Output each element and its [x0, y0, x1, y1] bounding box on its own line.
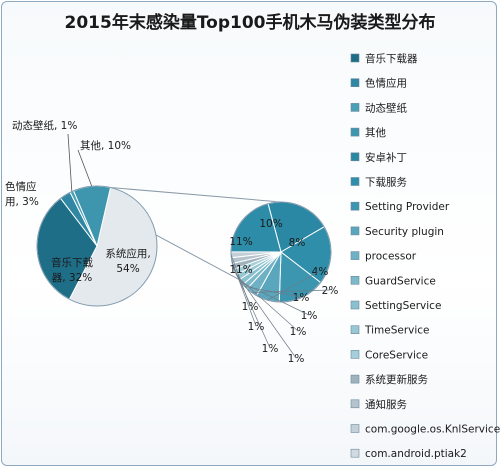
- secondary-label-item-1: 10%: [259, 218, 282, 230]
- secondary-pie-outline: [230, 201, 332, 303]
- main-label-item-4: 其他, 10%: [80, 139, 131, 152]
- legend-swatch-item-14: [350, 399, 360, 409]
- legend-swatch-com-google-os-knlservice: [350, 424, 360, 433]
- legend-swatch-item-2: [350, 103, 360, 112]
- legend-label-security-plugin: Security plugin: [365, 226, 444, 238]
- legend-swatch-guardservice: [350, 275, 360, 285]
- main-label-item-4-line: 其他, 10%: [80, 139, 131, 152]
- secondary-leader-line: [251, 289, 331, 293]
- connector-line-top: [110, 187, 282, 203]
- secondary-leader-line: [267, 270, 321, 301]
- legend-label-setting-provider: Setting Provider: [365, 201, 450, 213]
- main-pie-outline: [36, 185, 158, 307]
- main-leader-line: [67, 133, 73, 192]
- secondary-leader-line: [231, 260, 257, 327]
- secondary-label-security-plugin: 4%: [312, 266, 329, 278]
- legend-swatch-coreservice: [350, 350, 360, 359]
- legend-label-settingservice: SettingService: [365, 300, 441, 312]
- main-pie-labels: 系统应用, 54% 音乐下载器, 32% 色情应用, 3% 动态壁纸, 1%其他, 10…: [5, 119, 151, 284]
- secondary-label-item-10: 1%: [248, 321, 265, 333]
- main-label-item-2: 色情应用, 3%: [5, 180, 39, 208]
- legend-label-item-14: 通知服务: [365, 398, 407, 411]
- main-label-item-0: 系统应用, 54%: [105, 247, 150, 275]
- secondary-label-timeservice: 1%: [290, 326, 307, 338]
- secondary-label-com-android-ptiak2: 11%: [229, 264, 252, 276]
- legend-label-coreservice: CoreService: [365, 349, 428, 361]
- legend-label-item-1: 色情应用: [365, 77, 407, 90]
- legend-label-guardservice: GuardService: [365, 275, 436, 287]
- secondary-label-item-9: 1%: [262, 343, 279, 355]
- secondary-label-item-0: 11%: [229, 236, 252, 248]
- main-label-item-0-line: 54%: [116, 263, 139, 275]
- legend-swatch-settingservice: [350, 300, 360, 310]
- legend-label-item-2: 动态壁纸: [365, 101, 407, 114]
- secondary-pie: [230, 201, 332, 303]
- secondary-leader-line: [240, 281, 310, 316]
- legend-swatch-processor: [350, 251, 360, 260]
- legend-swatch-security-plugin: [350, 226, 360, 236]
- legend-label-item-3: 其他: [365, 126, 386, 139]
- secondary-leader-line: [230, 254, 251, 307]
- secondary-label-guardservice: 1%: [293, 292, 310, 304]
- main-leader-line: [77, 149, 93, 187]
- secondary-label-com-google-os-knlservice: 1%: [242, 301, 259, 313]
- legend-swatch-item-0: [350, 53, 360, 63]
- main-label-item-3: 动态壁纸, 1%: [12, 119, 77, 132]
- legend-label-item-4: 安卓补丁: [365, 151, 407, 164]
- secondary-leader-line: [234, 271, 297, 359]
- secondary-label-coreservice: 1%: [288, 353, 305, 365]
- legend-label-com-android-ptiak2: com.android.ptiak2: [365, 448, 467, 460]
- legend-swatch-com-android-ptiak2: [350, 448, 360, 458]
- secondary-label-setting-provider: 8%: [289, 237, 306, 249]
- legend-label-timeservice: TimeService: [364, 325, 430, 337]
- secondary-label-processor: 2%: [322, 285, 339, 297]
- legend-swatch-item-3: [350, 127, 360, 137]
- main-label-item-1-line: 音乐下载: [51, 256, 93, 269]
- legend-label-item-13: 系统更新服务: [365, 373, 428, 386]
- legend-swatch-item-1: [350, 78, 360, 87]
- main-label-item-3-line: 动态壁纸, 1%: [12, 119, 77, 132]
- main-label-item-0-line: 系统应用,: [105, 247, 150, 260]
- secondary-leader-line: [237, 276, 299, 332]
- legend-swatch-item-5: [350, 177, 360, 186]
- legend-swatch-item-13: [350, 374, 360, 384]
- main-label-item-2-line: 用, 3%: [5, 196, 39, 208]
- legend-label-com-google-os-knlservice: com.google.os.KnlService: [365, 424, 500, 436]
- main-label-item-1-line: 器, 32%: [52, 272, 93, 284]
- chart-title: 2015年末感染量Top100手机木马伪装类型分布: [65, 12, 436, 33]
- secondary-pie-labels: 11%10%8%4%2%1%1%1%1%1%1%1%11%: [229, 218, 338, 365]
- legend-swatch-item-4: [350, 152, 360, 162]
- legend-label-processor: processor: [365, 251, 417, 263]
- legend-label-item-5: 下载服务: [365, 176, 407, 189]
- main-pie: [36, 185, 158, 307]
- main-label-item-1: 音乐下载器, 32%: [51, 256, 93, 284]
- legend-swatch-timeservice: [350, 325, 360, 335]
- main-label-item-2-line: 色情应: [5, 180, 37, 193]
- legend-label-item-0: 音乐下载器: [365, 52, 418, 65]
- legend-swatch-setting-provider: [350, 201, 360, 211]
